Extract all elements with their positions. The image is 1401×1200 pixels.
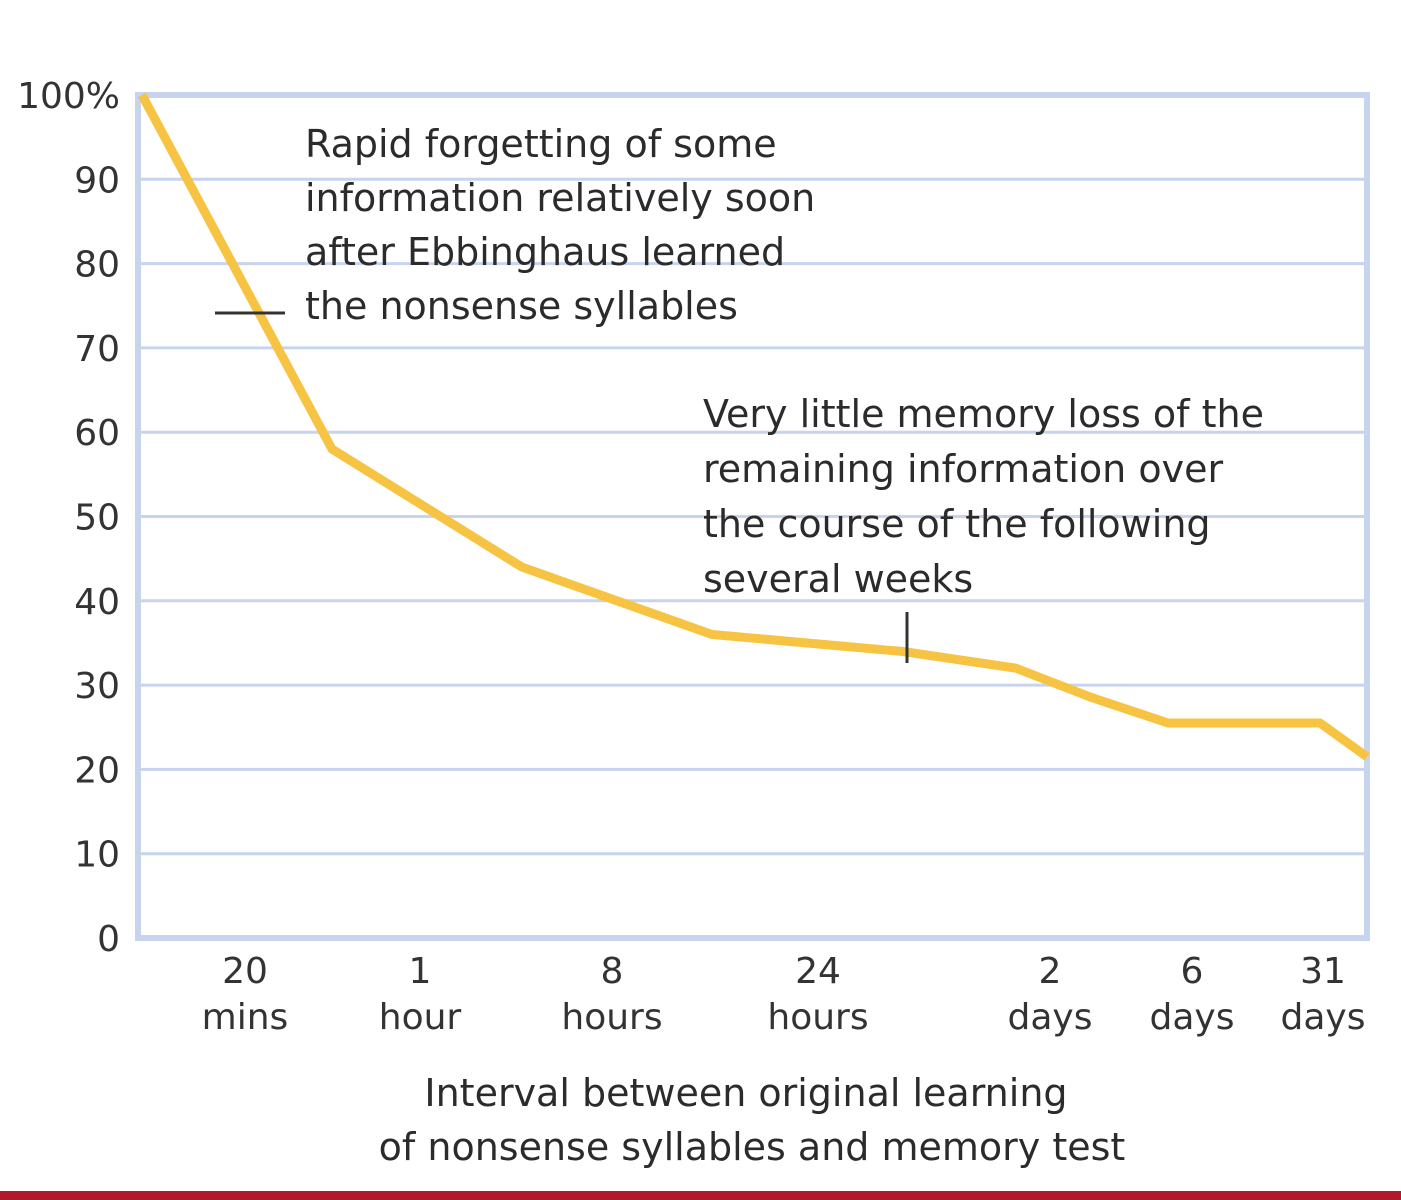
- gridlines: [138, 177, 1367, 856]
- plot-frame: [135, 92, 1370, 941]
- x-axis-ticks: 20 mins 1 hour 8 hours 24 hours 2 days 6 days 31 days: [202, 951, 1366, 1038]
- x-tick-label-unit: days: [1008, 997, 1093, 1038]
- little-annotation-line: remaining information over: [703, 447, 1223, 491]
- x-tick-label-value: 1: [409, 951, 432, 992]
- x-axis-label: Interval between original learning of no…: [379, 1071, 1126, 1169]
- little-annotation: Very little memory loss of the remaining…: [703, 392, 1276, 601]
- little-annotation-line: several weeks: [703, 557, 973, 601]
- y-axis-ticks: 100% 90 80 70 60 50 40 30 20 10 0: [17, 76, 120, 960]
- rapid-annotation-line: Rapid forgetting of some: [305, 122, 777, 166]
- rapid-annotation: Rapid forgetting of some information rel…: [305, 122, 827, 328]
- x-tick-label-value: 2: [1039, 951, 1062, 992]
- y-tick-label: 0: [97, 919, 120, 960]
- retention-curve-line: [138, 92, 1370, 761]
- y-tick-label: 50: [74, 498, 120, 539]
- y-tick-label: 80: [74, 245, 120, 286]
- y-tick-label: 40: [74, 582, 120, 623]
- y-tick-label: 20: [74, 750, 120, 791]
- y-tick-label: 30: [74, 666, 120, 707]
- y-tick-label: 70: [74, 329, 120, 370]
- y-tick-label: 60: [74, 413, 120, 454]
- y-tick-label: 10: [74, 835, 120, 876]
- little-annotation-line: Very little memory loss of the: [703, 392, 1264, 436]
- y-tick-label: 90: [74, 160, 120, 201]
- x-tick-label-unit: hours: [561, 997, 662, 1038]
- y-tick-label: 100%: [17, 76, 120, 117]
- x-tick-label-unit: mins: [202, 997, 289, 1038]
- rapid-annotation-line: the nonsense syllables: [305, 284, 738, 328]
- x-tick-label-value: 20: [222, 951, 268, 992]
- bottom-accent-rule: [0, 1191, 1401, 1200]
- x-tick-label-value: 24: [795, 951, 841, 992]
- x-tick-label-unit: days: [1281, 997, 1366, 1038]
- little-annotation-line: the course of the following: [703, 502, 1211, 546]
- x-tick-label-unit: hours: [767, 997, 868, 1038]
- x-tick-label-value: 6: [1181, 951, 1204, 992]
- x-axis-label-line: of nonsense syllables and memory test: [379, 1125, 1126, 1169]
- x-tick-label-value: 31: [1300, 951, 1346, 992]
- x-tick-label-unit: hour: [379, 997, 462, 1038]
- x-axis-label-line: Interval between original learning: [424, 1071, 1067, 1115]
- x-tick-label-unit: days: [1150, 997, 1235, 1038]
- rapid-annotation-line: after Ebbinghaus learned: [305, 230, 785, 274]
- rapid-annotation-line: information relatively soon: [305, 176, 815, 220]
- x-tick-label-value: 8: [601, 951, 624, 992]
- retention-points: [141, 94, 1368, 757]
